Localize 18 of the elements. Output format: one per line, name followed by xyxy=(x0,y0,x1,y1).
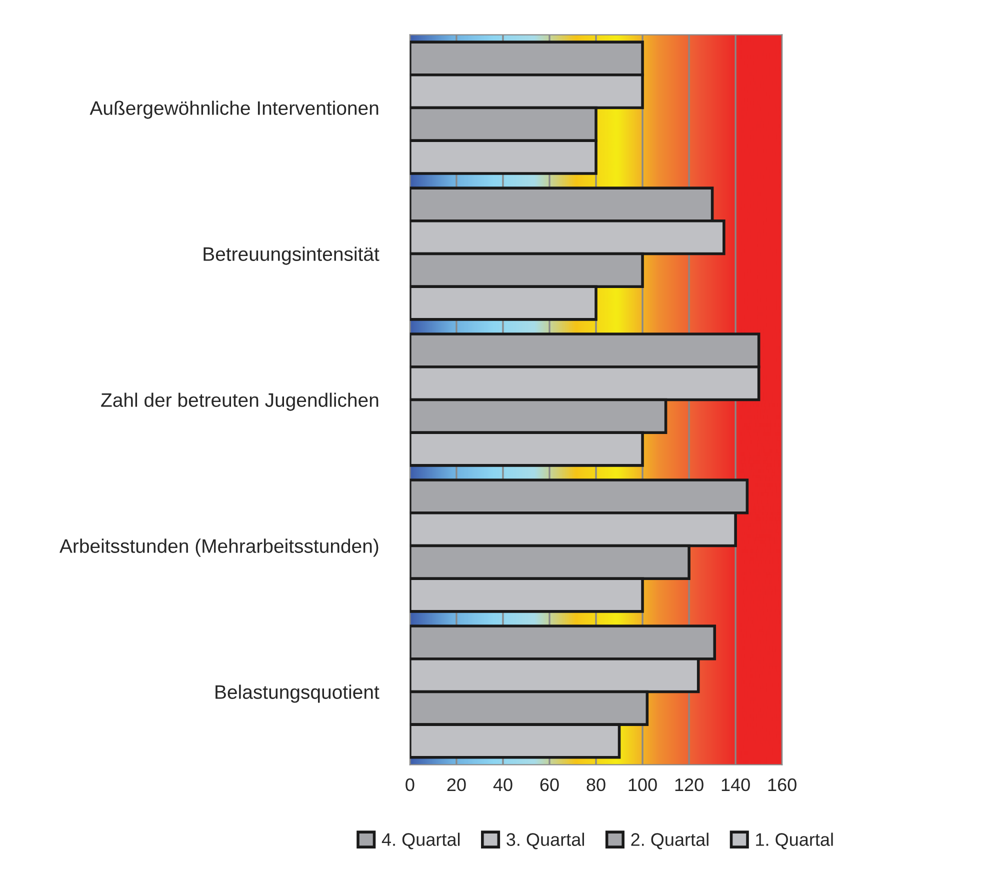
y-tick-label: Außergewöhnliche Interventionen xyxy=(90,100,378,119)
x-tick-label: 80 xyxy=(586,778,606,792)
x-tick-label: 20 xyxy=(447,778,466,792)
legend-label: 2. Quartal xyxy=(631,832,708,850)
y-tick-label: Betreuungsintensität xyxy=(204,246,380,265)
y-tick-label: Belastungsquotient xyxy=(216,684,380,703)
legend-label: 1. Quartal xyxy=(756,832,833,850)
x-tick-label: 40 xyxy=(493,778,512,792)
legend-label: 3. Quartal xyxy=(506,832,584,850)
x-tick-label: 140 xyxy=(722,778,750,792)
x-tick-label: 100 xyxy=(628,778,657,792)
x-tick-label: 60 xyxy=(540,778,559,792)
x-tick-label: 160 xyxy=(768,778,796,792)
y-tick-label: Zahl der betreuten Jugendlichen xyxy=(101,392,378,411)
x-tick-label: 0 xyxy=(406,778,414,792)
x-tick-label: 120 xyxy=(675,778,704,792)
legend-label: 4. Quartal xyxy=(382,832,460,850)
y-tick-label: Arbeitsstunden (Mehrarbeitsstunden) xyxy=(60,538,378,557)
